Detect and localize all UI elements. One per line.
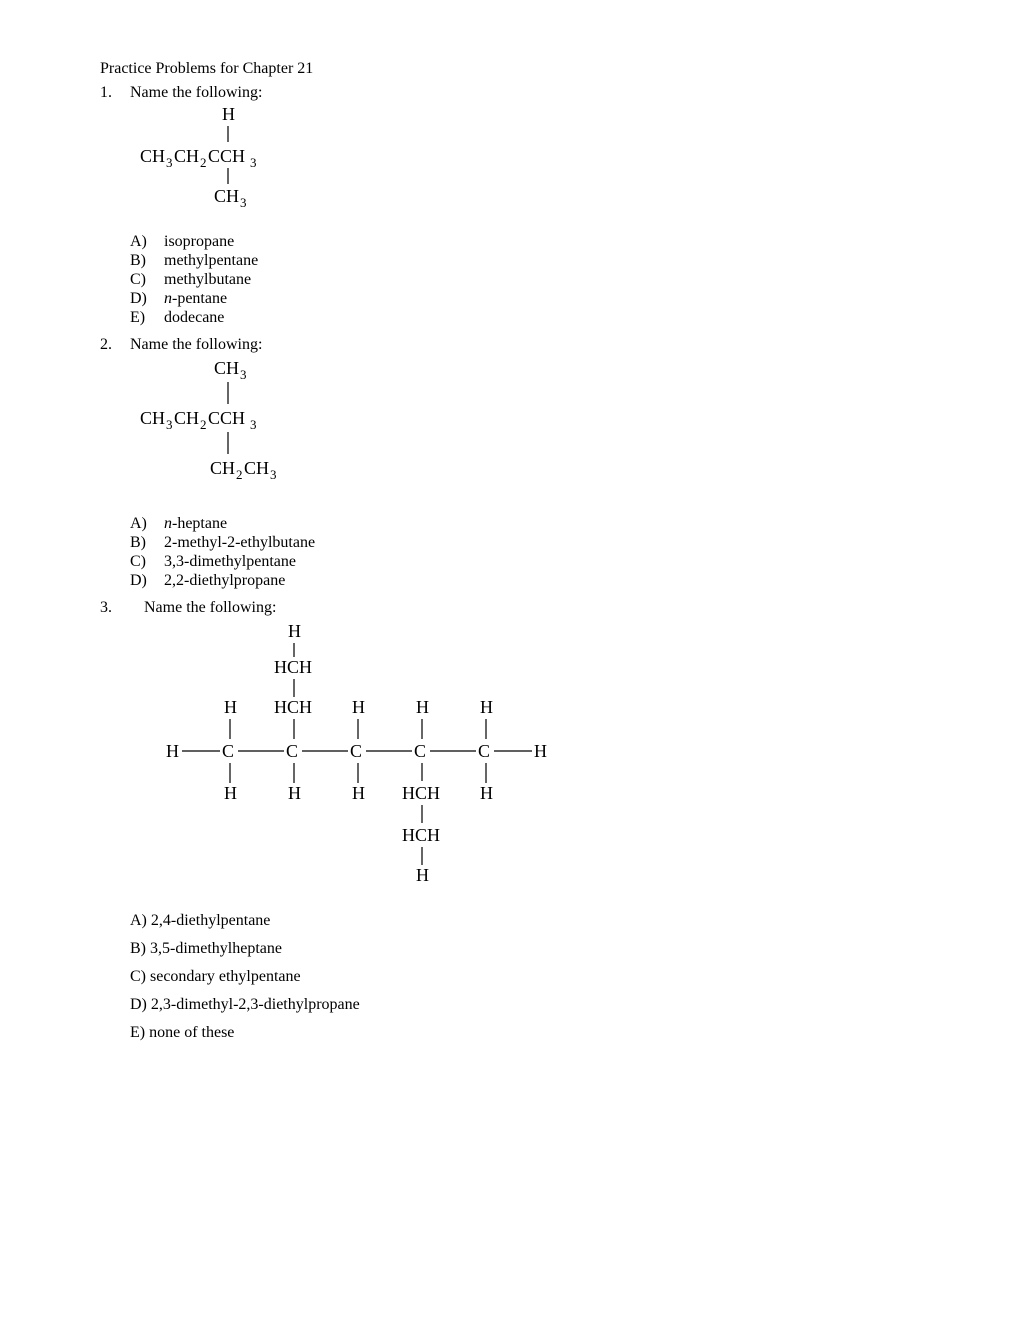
q1-opt-b-text: methylpentane [164,252,920,270]
svg-text:CCH: CCH [208,146,245,166]
q3-structure: H HCH HCH H H H H H [130,619,920,904]
q3-prompt: Name the following: [144,599,920,617]
svg-text:CH: CH [174,408,199,428]
question-2: 2. Name the following: CH3 CH3 CH2 CCH3 … [100,336,920,591]
svg-text:CCH: CCH [208,408,245,428]
q3-opt-d: D) 2,3-dimethyl-2,3-diethylpropane [130,996,920,1014]
q1-opt-c-text: methylbutane [164,271,920,289]
q1-opt-e-letter: E) [130,309,164,327]
svg-text:H: H [224,783,237,803]
svg-text:CH: CH [210,458,235,478]
q1-opt-c-letter: C) [130,271,164,289]
svg-text:CH: CH [214,186,239,206]
svg-text:CH: CH [140,408,165,428]
svg-text:H: H [480,697,493,717]
q2-opt-c-letter: C) [130,553,164,571]
q1-opt-d-letter: D) [130,290,164,308]
svg-text:3: 3 [250,417,257,432]
q1-structure: H CH3 CH2 CCH3 CH3 [130,104,920,229]
svg-text:H: H [352,783,365,803]
svg-text:H: H [288,621,301,641]
svg-text:3: 3 [270,467,277,482]
svg-text:HCH: HCH [274,697,312,717]
svg-text:HCH: HCH [402,825,440,845]
q2-opt-b-letter: B) [130,534,164,552]
q1-opt-d-text: n-pentane [164,290,920,308]
q2-opt-b-text: 2-methyl-2-ethylbutane [164,534,920,552]
q2-opt-d-text: 2,2-diethylpropane [164,572,920,590]
question-1: 1. Name the following: H CH3 CH2 CCH3 CH… [100,84,920,328]
page-title: Practice Problems for Chapter 21 [100,60,920,78]
svg-text:H: H [222,104,235,124]
q3-opt-a: A) 2,4-diethylpentane [130,912,920,930]
q1-number: 1. [100,84,130,102]
svg-text:3: 3 [166,417,173,432]
svg-text:2: 2 [236,467,243,482]
q1-opt-e-text: dodecane [164,309,920,327]
q3-number: 3. [100,599,130,617]
q2-number: 2. [100,336,130,354]
svg-text:3: 3 [166,155,173,170]
q1-opt-a-text: isopropane [164,233,920,251]
svg-text:2: 2 [200,155,207,170]
q2-prompt: Name the following: [130,336,920,354]
q2-opt-a-letter: A) [130,515,164,533]
q3-options: A) 2,4-diethylpentane B) 3,5-dimethylhep… [130,912,920,1042]
svg-text:3: 3 [240,367,247,382]
svg-text:H: H [224,697,237,717]
q3-opt-e: E) none of these [130,1024,920,1042]
svg-text:H: H [352,697,365,717]
svg-text:CH: CH [174,146,199,166]
svg-text:H: H [166,741,179,761]
svg-text:CH: CH [244,458,269,478]
q1-options: A)isopropane B)methylpentane C)methylbut… [130,233,920,327]
svg-text:H: H [416,865,429,885]
q2-options: A)n-heptane B)2-methyl-2-ethylbutane C)3… [130,515,920,590]
q2-structure: CH3 CH3 CH2 CCH3 CH2 CH3 [130,356,920,511]
q1-opt-a-letter: A) [130,233,164,251]
q3-opt-c: C) secondary ethylpentane [130,968,920,986]
q2-opt-d-letter: D) [130,572,164,590]
question-3: 3. Name the following: H HCH HCH H H [100,599,920,1052]
svg-text:C: C [222,741,234,761]
q2-opt-a-text: n-heptane [164,515,920,533]
q2-opt-c-text: 3,3-dimethylpentane [164,553,920,571]
svg-text:HCH: HCH [274,657,312,677]
svg-text:HCH: HCH [402,783,440,803]
svg-text:H: H [416,697,429,717]
svg-text:CH: CH [214,358,239,378]
svg-text:H: H [288,783,301,803]
svg-text:CH: CH [140,146,165,166]
svg-text:H: H [534,741,547,761]
svg-text:2: 2 [200,417,207,432]
svg-text:C: C [286,741,298,761]
svg-text:3: 3 [240,195,247,210]
svg-text:H: H [480,783,493,803]
svg-text:3: 3 [250,155,257,170]
svg-text:C: C [350,741,362,761]
q1-prompt: Name the following: [130,84,920,102]
q1-opt-b-letter: B) [130,252,164,270]
svg-text:C: C [414,741,426,761]
svg-text:C: C [478,741,490,761]
q3-opt-b: B) 3,5-dimethylheptane [130,940,920,958]
